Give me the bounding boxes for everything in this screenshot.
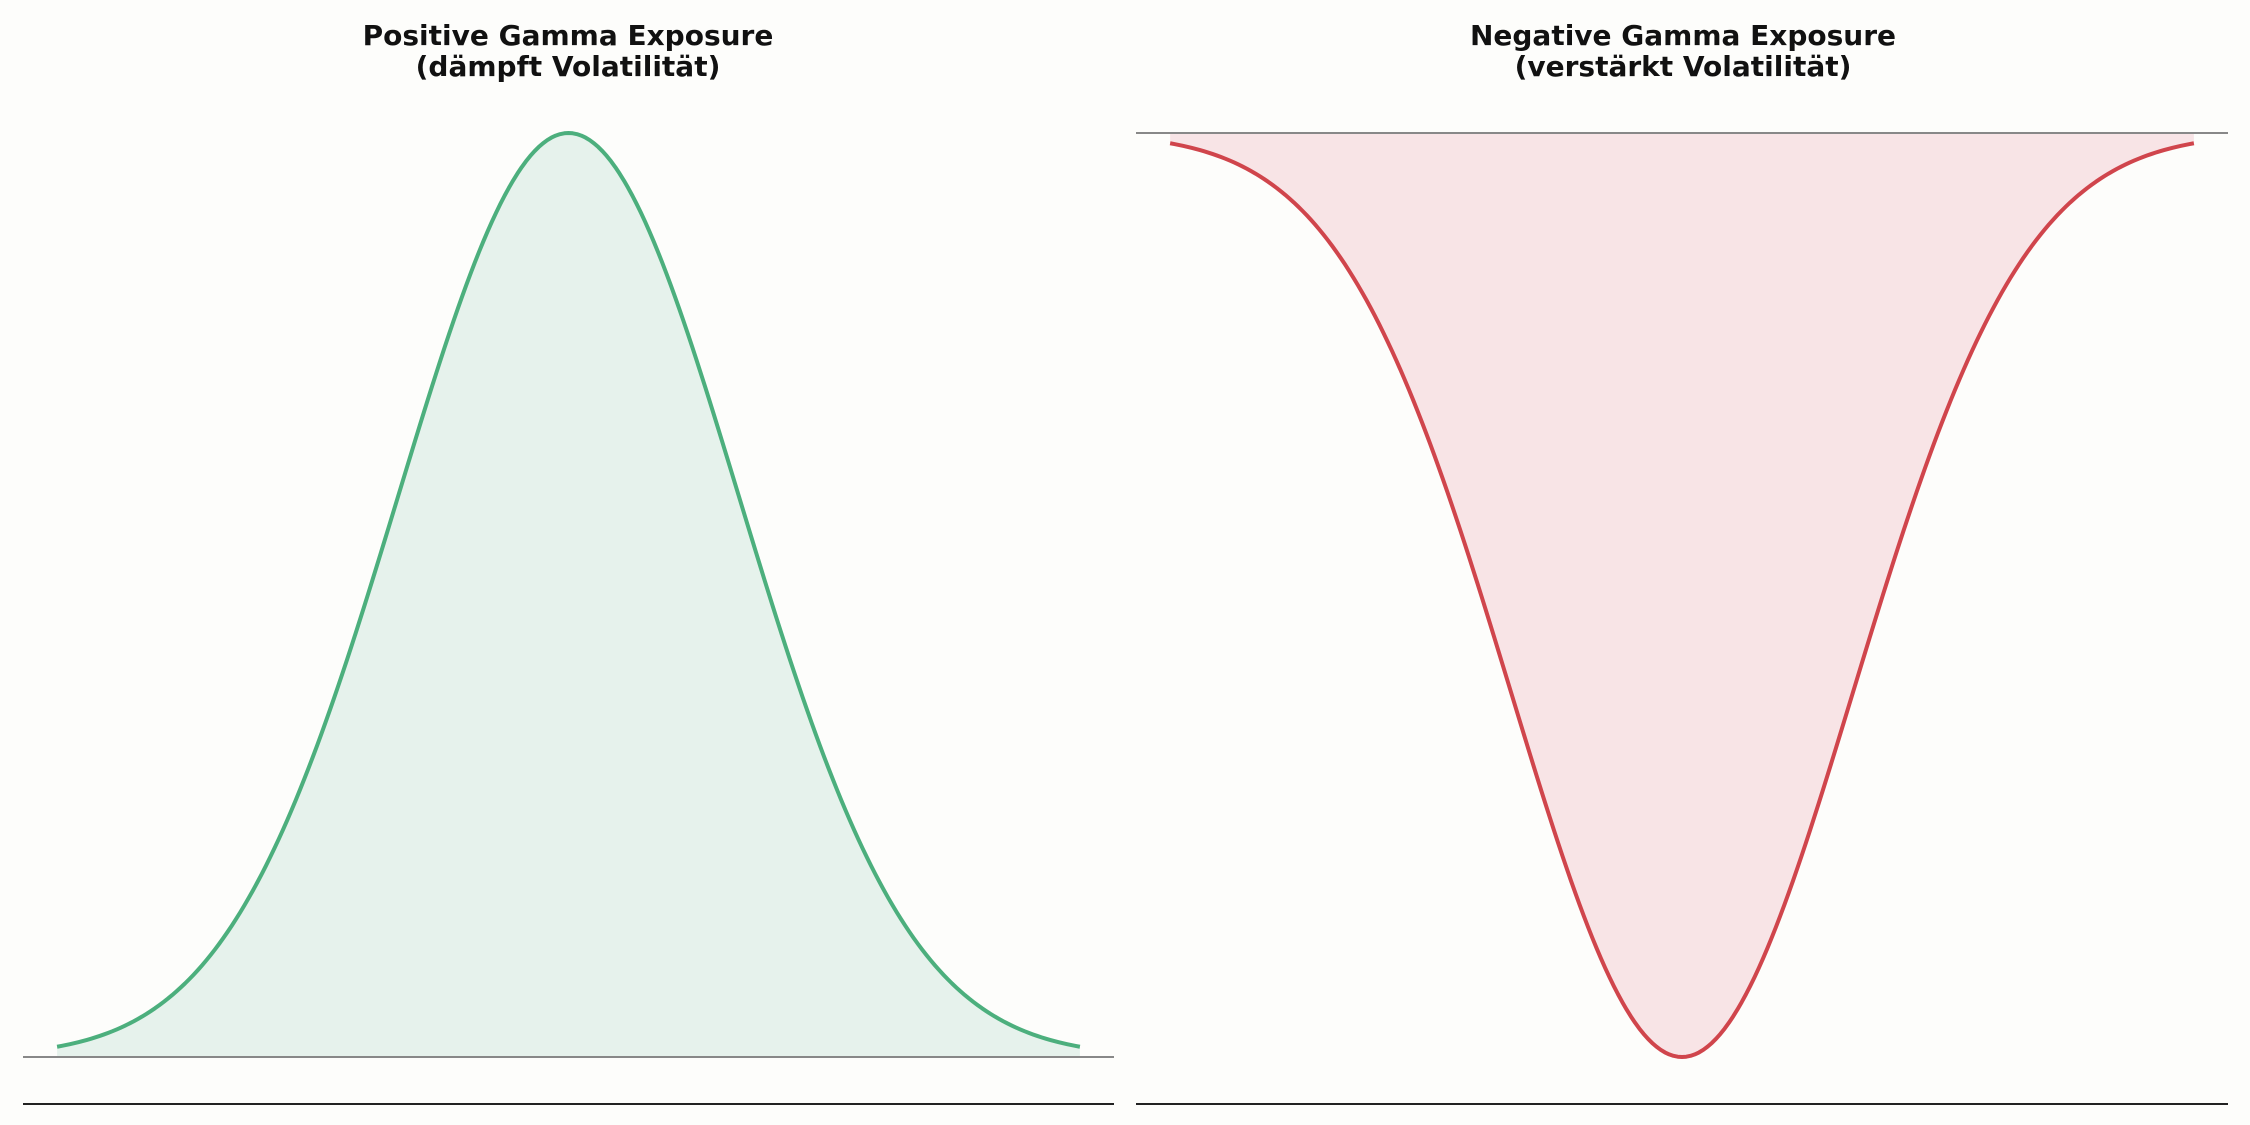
positive-gamma-area	[57, 133, 1080, 1057]
negative-gamma-title: Negative Gamma Exposure	[1470, 19, 1896, 52]
positive-gamma-panel: Positive Gamma Exposure (dämpft Volatili…	[23, 19, 1114, 1105]
negative-gamma-panel: Negative Gamma Exposure (verstärkt Volat…	[1136, 19, 2228, 1105]
negative-gamma-subtitle: (verstärkt Volatilität)	[1515, 50, 1852, 83]
positive-gamma-subtitle: (dämpft Volatilität)	[416, 50, 721, 83]
negative-gamma-area	[1170, 133, 2194, 1057]
negative-gamma-curve	[1169, 141, 2195, 1059]
positive-gamma-curve	[56, 131, 1081, 1049]
positive-gamma-title: Positive Gamma Exposure	[363, 19, 774, 52]
